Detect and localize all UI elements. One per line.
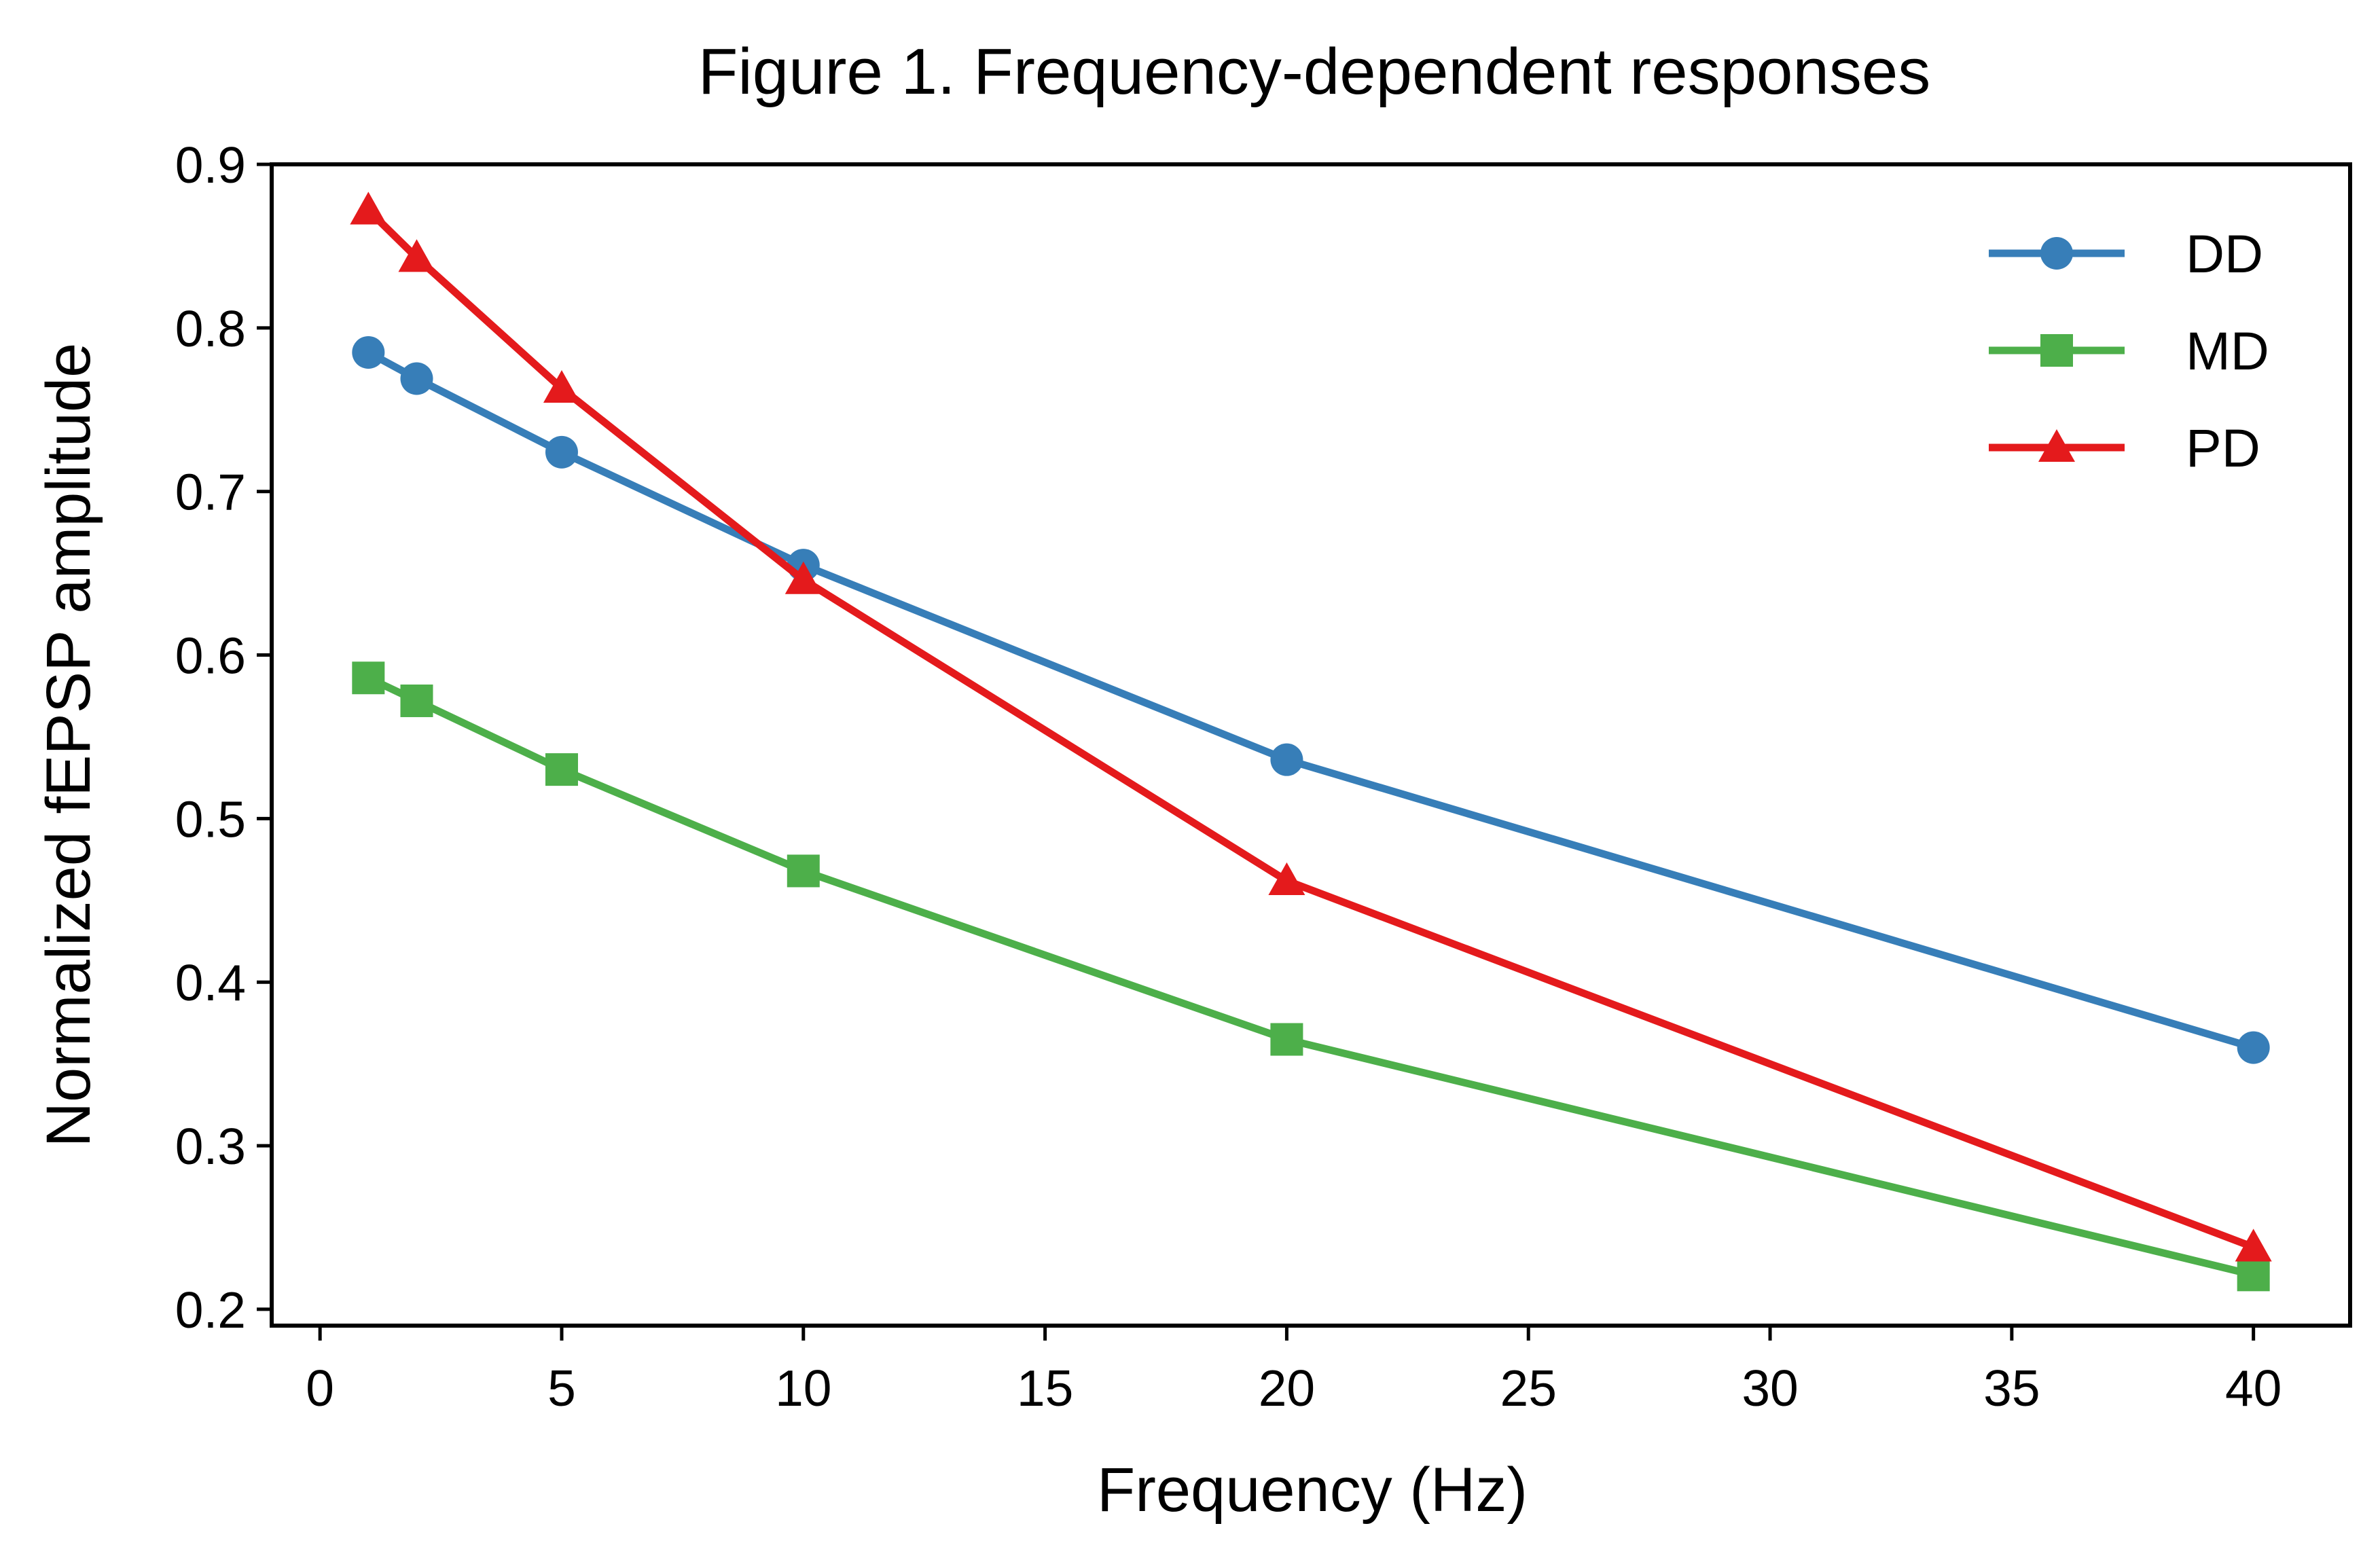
series-pd-point [1268,862,1305,895]
legend-label: MD [2186,321,2269,381]
series-md [352,661,2270,1292]
series-md-point [2237,1258,2270,1292]
series-pd [350,192,2272,1262]
y-tick-label: 0.3 [175,1118,246,1175]
legend-marker [2040,237,2073,270]
series-pd-line [365,207,2255,1251]
series-md-point [787,854,820,888]
y-tick-label: 0.8 [175,300,246,357]
legend: DD MD PD [1989,223,2269,478]
series-md-point [545,753,578,786]
series-dd-point [400,362,433,395]
y-tick-label: 0.4 [175,954,246,1011]
x-tick-label: 40 [2225,1360,2282,1417]
legend-item-dd: DD [1989,223,2263,284]
series-md-point [400,684,433,717]
legend-marker [2038,429,2075,462]
x-axis-label: Frequency (Hz) [1097,1455,1528,1525]
legend-label: DD [2186,223,2263,284]
series-dd-point [352,335,385,369]
series-md-point [1270,1023,1303,1056]
series-pd-point [398,239,435,272]
x-tick-label: 10 [775,1360,831,1417]
y-tick-label: 0.7 [175,464,246,521]
x-tick-label: 30 [1742,1360,1798,1417]
x-tick-label: 5 [547,1360,576,1417]
series-pd-point [543,369,580,403]
x-tick-label: 0 [306,1360,334,1417]
x-tick-label: 15 [1017,1360,1073,1417]
y-tick-label: 0.9 [175,137,246,194]
series-pd-point [785,561,822,594]
series-dd [352,335,2270,1064]
legend-item-pd: PD [1989,418,2260,478]
legend-item-md: MD [1989,321,2269,381]
x-axis-ticks: 0 5 10 15 20 25 30 35 40 [306,1326,2282,1417]
series-pd-point [350,192,387,225]
chart-title: Figure 1. Frequency-dependent responses [698,35,1930,108]
x-tick-label: 35 [1983,1360,2040,1417]
series-dd-point [1270,743,1303,776]
legend-marker [2040,334,2073,367]
series-dd-point [2237,1031,2270,1064]
y-tick-label: 0.5 [175,790,246,848]
series-pd-point [2235,1229,2272,1262]
y-axis-label: Normalized fEPSP amplitude [34,343,103,1148]
legend-label: PD [2186,418,2260,478]
y-tick-label: 0.2 [175,1281,246,1339]
y-tick-label: 0.6 [175,628,246,685]
series-layer [350,192,2272,1292]
y-axis-ticks: 0.2 0.3 0.4 0.5 0.6 0.7 0.8 0.9 [175,137,272,1339]
x-tick-label: 25 [1500,1360,1557,1417]
series-md-point [352,661,385,695]
plot-area-frame [270,162,2352,1328]
series-dd-point [545,435,578,469]
x-tick-label: 20 [1259,1360,1315,1417]
